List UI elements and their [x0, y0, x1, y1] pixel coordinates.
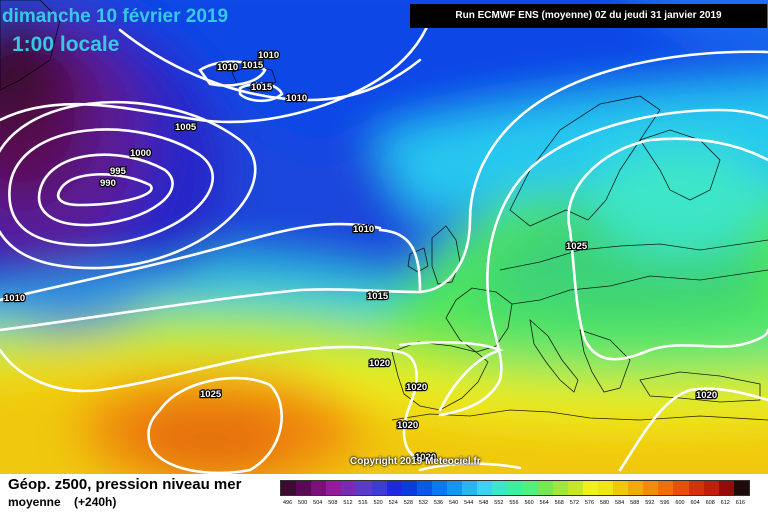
legend-swatch [613, 481, 629, 495]
legend-value-label: 536 [433, 500, 444, 506]
legend-swatch [718, 481, 734, 495]
land-outlines [0, 0, 768, 421]
isobar-label: 1015 [242, 60, 264, 71]
isobar-label: 1010 [4, 293, 25, 304]
isobar-label: 1005 [175, 122, 197, 133]
isobar-labels: 1010 1010 1015 1015 1010 1005 1000 995 9… [3, 49, 719, 464]
legend-swatch [537, 481, 553, 495]
isobar-label: 1020 [696, 390, 717, 401]
color-scale-labels: 496 500 504 508 512 516 520 524 528 532 536 540 544 5… [280, 500, 748, 510]
legend-value-label: 504 [313, 500, 323, 506]
map-variable-title: Géop. z500, pression niveau mer [8, 476, 242, 493]
legend-swatch [673, 481, 689, 495]
legend-value-label: 548 [479, 500, 489, 506]
legend-value-label: 568 [554, 500, 564, 506]
isobar-label: 1010 [353, 224, 374, 235]
isobar-label: 1010 [217, 62, 238, 73]
legend-swatch [643, 481, 659, 495]
isobar-label: 1015 [251, 82, 273, 93]
weather-map: 1010 1010 1015 1015 1010 1005 1000 995 9… [0, 0, 768, 474]
legend-value-label: 608 [705, 500, 715, 506]
subtitle-lead-time: (+240h) [74, 495, 117, 509]
legend-value-label: 500 [298, 500, 308, 506]
legend-value-label: 544 [464, 500, 474, 506]
legend-swatch [371, 481, 387, 495]
color-scale-bar [280, 480, 750, 496]
legend-value-label: 552 [494, 500, 504, 506]
legend-value-label: 496 [282, 500, 293, 506]
legend-swatch [628, 481, 644, 495]
legend-value-label: 592 [645, 500, 655, 506]
legend-swatch [296, 481, 312, 495]
legend-swatch [447, 481, 463, 495]
legend-swatch [311, 481, 327, 495]
geopotential-map-svg: 1010 1010 1015 1015 1010 1005 1000 995 9… [0, 0, 768, 474]
legend-swatch [703, 481, 719, 495]
legend-swatch [522, 481, 538, 495]
isobar-label: 995 [110, 166, 127, 177]
subtitle-mean: moyenne [8, 495, 61, 509]
legend-value-label: 524 [388, 500, 398, 506]
isobar-label: 1020 [369, 358, 390, 369]
legend-swatch [326, 481, 342, 495]
legend-swatch [552, 481, 568, 495]
legend-swatch [582, 481, 598, 495]
legend-value-label: 516 [358, 500, 368, 506]
forecast-time-title: 1:00 locale [12, 33, 120, 56]
legend-value-label: 604 [690, 500, 700, 506]
legend-swatch [341, 481, 357, 495]
forecast-date-title: dimanche 10 février 2019 [2, 6, 229, 27]
legend-swatch [477, 481, 493, 495]
legend-swatch [492, 481, 508, 495]
isobar-label: 1025 [200, 389, 222, 400]
legend-value-label: 600 [675, 500, 685, 506]
legend-value-label: 556 [509, 500, 519, 506]
legend-value-label: 540 [448, 500, 459, 506]
legend-swatch [386, 481, 402, 495]
legend-swatch [507, 481, 523, 495]
legend-value-label: 564 [539, 500, 549, 506]
isobar-label: 1025 [566, 241, 588, 252]
legend-value-label: 520 [373, 500, 383, 506]
isobars [0, 18, 768, 474]
legend-value-label: 528 [403, 500, 413, 506]
map-subtitle: moyenne (+240h) [8, 495, 126, 509]
legend-value-label: 612 [720, 500, 730, 506]
legend-value-label: 584 [615, 500, 625, 506]
map-footer: Géop. z500, pression niveau mer moyenne … [0, 474, 768, 512]
legend-value-label: 596 [660, 500, 670, 506]
legend-value-label: 560 [524, 500, 534, 506]
isobar-label: 990 [100, 178, 116, 189]
legend-swatch [401, 481, 417, 495]
legend-swatch [281, 481, 297, 495]
legend-value-label: 572 [569, 500, 579, 506]
legend-swatch [567, 481, 583, 495]
legend-value-label: 580 [599, 500, 610, 506]
legend-swatch [356, 481, 372, 495]
copyright-text: Copyright 2019 Meteociel.fr [350, 456, 481, 467]
legend-swatch [658, 481, 674, 495]
legend-value-label: 588 [630, 500, 640, 506]
isobar-label: 1020 [406, 382, 427, 393]
legend-value-label: 616 [735, 500, 745, 506]
isobar-label: 1000 [130, 148, 151, 159]
legend-swatch [416, 481, 432, 495]
isobar-label: 1010 [286, 93, 307, 104]
isobar-label: 1015 [367, 291, 389, 302]
isobar-label: 1020 [397, 420, 418, 431]
run-info-banner: Run ECMWF ENS (moyenne) 0Z du jeudi 31 j… [410, 4, 767, 28]
isobar-label: 1010 [258, 50, 279, 61]
legend-value-label: 512 [343, 500, 353, 506]
legend-swatch [462, 481, 478, 495]
legend-swatch [733, 481, 749, 495]
legend-swatch [597, 481, 614, 495]
legend-swatch [688, 481, 704, 495]
isobar-label: 1020 [415, 452, 436, 463]
legend-value-label: 508 [328, 500, 338, 506]
geopotential-field [0, 0, 768, 474]
legend-value-label: 576 [584, 500, 595, 506]
legend-swatch [431, 481, 448, 495]
legend-value-label: 532 [418, 500, 428, 506]
